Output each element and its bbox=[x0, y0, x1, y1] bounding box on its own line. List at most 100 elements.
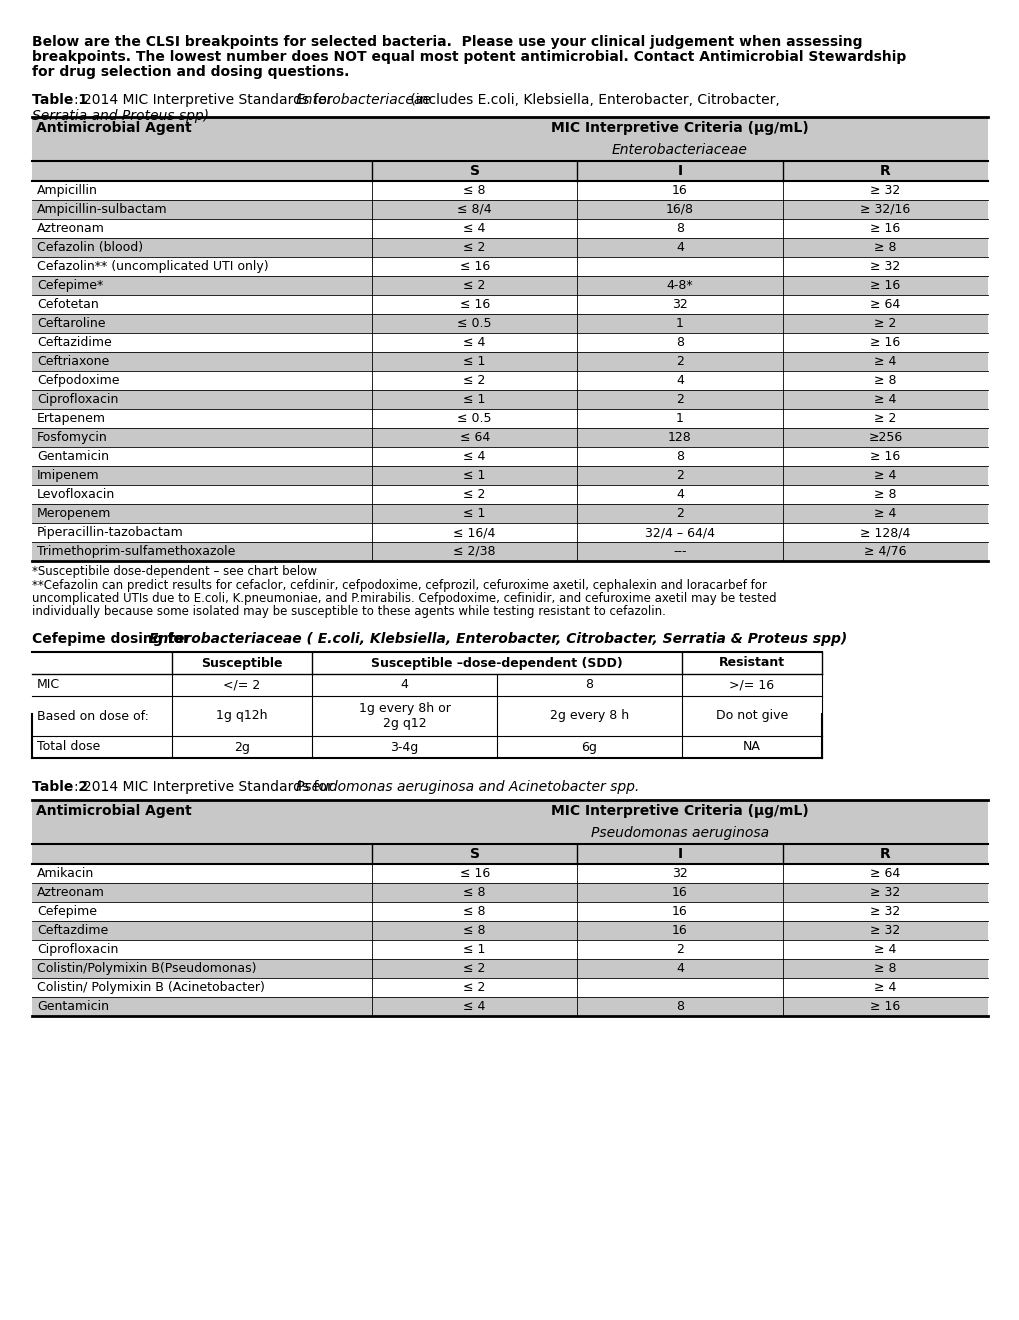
Text: 1: 1 bbox=[676, 412, 684, 425]
Text: ≤ 1: ≤ 1 bbox=[463, 355, 485, 368]
Text: ≥256: ≥256 bbox=[867, 432, 902, 444]
Text: S: S bbox=[469, 847, 479, 861]
Text: (includes E.coli, Klebsiella, Enterobacter, Citrobacter,: (includes E.coli, Klebsiella, Enterobact… bbox=[406, 92, 779, 107]
Bar bbox=[32, 737, 821, 758]
Text: Cefepime: Cefepime bbox=[37, 906, 97, 917]
Text: 8: 8 bbox=[676, 1001, 684, 1012]
Bar bbox=[32, 333, 987, 352]
Text: 8: 8 bbox=[676, 450, 684, 463]
Bar bbox=[32, 257, 987, 276]
Text: ≤ 1: ≤ 1 bbox=[463, 393, 485, 407]
Text: ≥ 4/76: ≥ 4/76 bbox=[863, 545, 906, 558]
Bar bbox=[32, 504, 987, 523]
Bar bbox=[32, 238, 987, 257]
Text: ≤ 8/4: ≤ 8/4 bbox=[457, 203, 491, 216]
Bar bbox=[32, 865, 987, 883]
Text: ---: --- bbox=[673, 545, 686, 558]
Text: ≤ 16/4: ≤ 16/4 bbox=[453, 525, 495, 539]
Text: ≤ 2: ≤ 2 bbox=[463, 242, 485, 253]
Text: 2g: 2g bbox=[233, 741, 250, 754]
Text: ≤ 2: ≤ 2 bbox=[463, 962, 485, 975]
Text: Ampicillin: Ampicillin bbox=[37, 183, 98, 197]
Text: Meropenem: Meropenem bbox=[37, 507, 111, 520]
Bar bbox=[32, 652, 821, 675]
Text: 2: 2 bbox=[676, 942, 684, 956]
Text: Cefazolin (blood): Cefazolin (blood) bbox=[37, 242, 143, 253]
Text: ≥ 4: ≥ 4 bbox=[873, 942, 896, 956]
Bar bbox=[32, 371, 987, 389]
Text: ≤ 2: ≤ 2 bbox=[463, 488, 485, 502]
Text: ≤ 2: ≤ 2 bbox=[463, 374, 485, 387]
Text: 16: 16 bbox=[672, 886, 687, 899]
Text: </= 2: </= 2 bbox=[223, 678, 261, 692]
Text: ≥ 32: ≥ 32 bbox=[869, 906, 900, 917]
Text: Antimicrobial Agent: Antimicrobial Agent bbox=[36, 121, 192, 135]
Text: ≥ 64: ≥ 64 bbox=[869, 867, 900, 880]
Text: ≥ 128/4: ≥ 128/4 bbox=[859, 525, 910, 539]
Text: Gentamicin: Gentamicin bbox=[37, 450, 109, 463]
Text: Cefazolin** (uncomplicated UTI only): Cefazolin** (uncomplicated UTI only) bbox=[37, 260, 268, 273]
Text: for drug selection and dosing questions.: for drug selection and dosing questions. bbox=[32, 65, 350, 79]
Text: ≤ 4: ≤ 4 bbox=[463, 1001, 485, 1012]
Text: ≤ 64: ≤ 64 bbox=[460, 432, 489, 444]
Text: Ceftazidime: Ceftazidime bbox=[37, 337, 112, 348]
Text: ≥ 16: ≥ 16 bbox=[869, 279, 900, 292]
Text: 2g every 8 h: 2g every 8 h bbox=[549, 710, 629, 722]
Text: Imipenem: Imipenem bbox=[37, 469, 100, 482]
Text: ≥ 4: ≥ 4 bbox=[873, 507, 896, 520]
Text: Resistant: Resistant bbox=[718, 656, 785, 669]
Text: 6g: 6g bbox=[581, 741, 597, 754]
Bar bbox=[32, 201, 987, 219]
Text: ≤ 2: ≤ 2 bbox=[463, 279, 485, 292]
Text: ≤ 8: ≤ 8 bbox=[463, 886, 485, 899]
Text: ≤ 2: ≤ 2 bbox=[463, 981, 485, 994]
Bar bbox=[32, 484, 987, 504]
Text: Pseudomonas aeruginosa: Pseudomonas aeruginosa bbox=[590, 826, 768, 840]
Text: Table 2: Table 2 bbox=[32, 780, 88, 795]
Text: Susceptible –dose-dependent (SDD): Susceptible –dose-dependent (SDD) bbox=[371, 656, 623, 669]
Text: ≥ 16: ≥ 16 bbox=[869, 450, 900, 463]
Text: R: R bbox=[879, 847, 890, 861]
Text: ≥ 32: ≥ 32 bbox=[869, 924, 900, 937]
Text: ≥ 8: ≥ 8 bbox=[873, 962, 896, 975]
Text: 16: 16 bbox=[672, 906, 687, 917]
Text: Aztreonam: Aztreonam bbox=[37, 222, 105, 235]
Bar bbox=[32, 675, 821, 696]
Bar bbox=[32, 181, 987, 201]
Text: Antimicrobial Agent: Antimicrobial Agent bbox=[36, 804, 192, 818]
Text: 4: 4 bbox=[400, 678, 408, 692]
Text: MIC Interpretive Criteria (µg/mL): MIC Interpretive Criteria (µg/mL) bbox=[550, 804, 808, 818]
Text: ≤ 4: ≤ 4 bbox=[463, 450, 485, 463]
Bar bbox=[32, 466, 987, 484]
Bar bbox=[32, 696, 821, 737]
Text: Enterobacteriaceae: Enterobacteriaceae bbox=[296, 92, 431, 107]
Bar bbox=[32, 276, 987, 294]
Text: 1g q12h: 1g q12h bbox=[216, 710, 268, 722]
Text: ≥ 16: ≥ 16 bbox=[869, 337, 900, 348]
Text: Fosfomycin: Fosfomycin bbox=[37, 432, 108, 444]
Text: Ceftazdime: Ceftazdime bbox=[37, 924, 108, 937]
Text: 4: 4 bbox=[676, 962, 684, 975]
Bar bbox=[32, 314, 987, 333]
Text: 32: 32 bbox=[672, 867, 687, 880]
Text: Below are the CLSI breakpoints for selected bacteria.  Please use your clinical : Below are the CLSI breakpoints for selec… bbox=[32, 36, 862, 49]
Text: 1g every 8h or
2g q12: 1g every 8h or 2g q12 bbox=[359, 702, 450, 730]
Text: Serratia and Proteus spp): Serratia and Proteus spp) bbox=[32, 110, 209, 123]
Bar bbox=[32, 543, 987, 561]
Text: Ceftriaxone: Ceftriaxone bbox=[37, 355, 109, 368]
Text: 4-8*: 4-8* bbox=[666, 279, 693, 292]
Text: 3-4g: 3-4g bbox=[390, 741, 418, 754]
Bar bbox=[32, 822, 987, 843]
Bar bbox=[32, 219, 987, 238]
Bar bbox=[32, 902, 987, 921]
Text: >/= 16: >/= 16 bbox=[729, 678, 773, 692]
Text: Colistin/Polymixin B(Pseudomonas): Colistin/Polymixin B(Pseudomonas) bbox=[37, 962, 256, 975]
Bar bbox=[32, 409, 987, 428]
Text: ≥ 8: ≥ 8 bbox=[873, 374, 896, 387]
Bar bbox=[32, 117, 987, 139]
Text: **Cefazolin can predict results for cefaclor, cefdinir, cefpodoxime, cefprozil, : **Cefazolin can predict results for cefa… bbox=[32, 579, 766, 591]
Text: ≤ 8: ≤ 8 bbox=[463, 924, 485, 937]
Bar bbox=[32, 883, 987, 902]
Text: : 2014 MIC Interpretive Standards for: : 2014 MIC Interpretive Standards for bbox=[74, 780, 337, 795]
Text: ≤ 4: ≤ 4 bbox=[463, 222, 485, 235]
